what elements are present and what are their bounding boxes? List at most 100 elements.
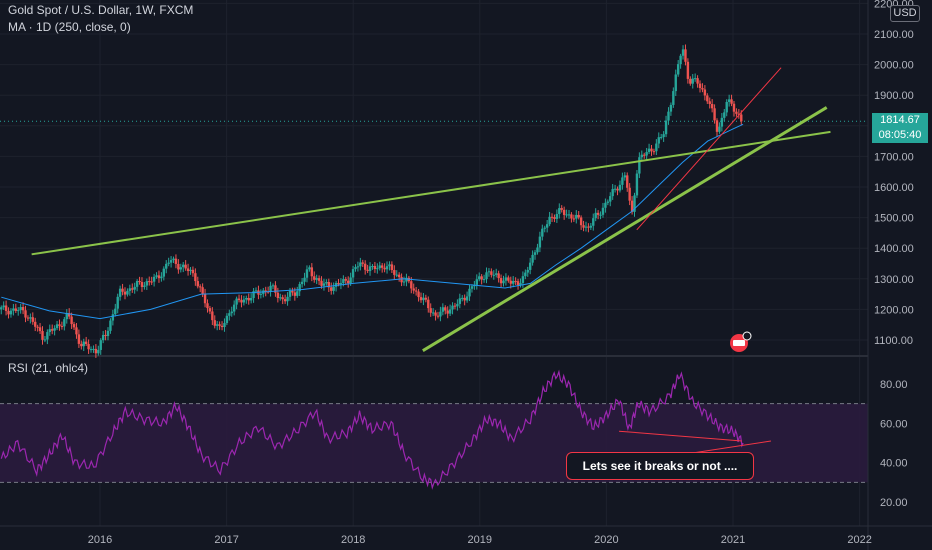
candle-body — [24, 310, 27, 318]
candle-body — [0, 307, 3, 310]
candle-body — [524, 272, 527, 277]
trendline[interactable] — [636, 67, 782, 231]
candle-body — [652, 151, 656, 153]
candle-body — [228, 313, 231, 316]
candle-body — [405, 277, 408, 282]
price-tick-label: 2000.00 — [874, 60, 914, 72]
candle-body — [189, 269, 192, 272]
candle-body — [536, 247, 539, 253]
candle-body — [368, 266, 372, 272]
candle-body — [633, 195, 636, 212]
annotation-callout[interactable]: Lets see it breaks or not .... — [566, 452, 754, 480]
candle-body — [703, 89, 707, 96]
candle-body — [660, 137, 663, 139]
candle-body — [155, 275, 158, 277]
candle-body — [121, 288, 124, 292]
candle-body — [133, 286, 136, 290]
candle-body — [701, 88, 704, 90]
candle-body — [339, 283, 343, 285]
candle-body — [26, 317, 30, 319]
candle-body — [223, 322, 226, 327]
candle-body — [630, 200, 634, 212]
candle-body — [46, 332, 49, 340]
candle-body — [560, 208, 563, 210]
candle-body — [451, 305, 454, 310]
ma-indicator-label[interactable]: MA · 1D (250, close, 0) — [8, 20, 131, 34]
candle-body — [732, 103, 736, 112]
candle-body — [706, 95, 709, 102]
candle-body — [2, 305, 5, 308]
candle-body — [208, 308, 212, 312]
candle-body — [97, 349, 100, 354]
rsi-trendline[interactable] — [619, 430, 742, 442]
candle-body — [80, 343, 83, 347]
candle-body — [650, 148, 653, 152]
candle-body — [70, 316, 73, 325]
candle-body — [497, 273, 500, 279]
candle-body — [89, 349, 93, 351]
candle-body — [388, 264, 391, 267]
rsi-indicator-label[interactable]: RSI (21, ohlc4) — [8, 361, 89, 375]
candle-body — [715, 120, 719, 132]
candle-body — [191, 269, 195, 274]
price-tick-label: 2100.00 — [874, 29, 914, 41]
candle-body — [337, 282, 340, 285]
candle-body — [463, 297, 466, 301]
candle-body — [126, 290, 129, 295]
time-tick-label: 2021 — [721, 534, 745, 546]
candle-body — [276, 292, 280, 298]
candle-body — [378, 265, 381, 269]
trendline[interactable] — [422, 106, 828, 352]
price-tick-label: 1500.00 — [874, 213, 914, 225]
candle-body — [167, 262, 170, 264]
candle-body — [628, 187, 631, 201]
candle-body — [310, 267, 314, 277]
candle-body — [541, 228, 544, 237]
rsi-tick-label: 80.00 — [880, 379, 908, 391]
candle-body — [385, 266, 389, 270]
currency-badge[interactable]: USD — [890, 5, 920, 22]
candle-body — [499, 278, 503, 284]
candle-body — [31, 317, 34, 322]
candle-body — [376, 268, 379, 270]
candle-body — [60, 325, 64, 327]
candle-body — [533, 252, 537, 255]
candle-body — [288, 290, 292, 297]
candle-body — [264, 290, 267, 292]
ma-line — [1, 123, 744, 320]
candle-body — [34, 321, 37, 327]
candle-body — [572, 218, 576, 220]
price-tick-label: 1700.00 — [874, 151, 914, 163]
candle-body — [199, 286, 202, 288]
candle-body — [657, 137, 660, 144]
candle-body — [538, 236, 542, 248]
candle-body — [662, 134, 665, 138]
candle-body — [618, 184, 622, 191]
candle-body — [623, 175, 627, 178]
candle-body — [550, 216, 554, 218]
candle-body — [543, 227, 546, 229]
candle-body — [725, 101, 728, 113]
candle-body — [131, 288, 134, 290]
candle-body — [203, 293, 207, 304]
candle-body — [184, 264, 187, 269]
tradingview-badge-icon[interactable] — [728, 331, 752, 353]
candle-body — [439, 311, 442, 317]
candle-body — [53, 328, 56, 331]
trendline[interactable] — [31, 130, 831, 256]
candle-body — [456, 303, 459, 307]
candle-body — [380, 265, 384, 268]
candle-body — [65, 313, 68, 320]
candle-body — [347, 280, 350, 284]
candle-body — [63, 319, 66, 327]
time-tick-label: 2022 — [847, 534, 871, 546]
trendlines[interactable] — [31, 67, 831, 352]
candle-body — [669, 104, 673, 112]
symbol-title[interactable]: Gold Spot / U.S. Dollar, 1W, FXCM — [8, 3, 194, 17]
candle-body — [509, 280, 512, 284]
candle-body — [72, 324, 76, 328]
candle-body — [414, 290, 418, 292]
candle-body — [567, 214, 571, 216]
candle-body — [643, 154, 646, 156]
candle-body — [303, 277, 306, 282]
